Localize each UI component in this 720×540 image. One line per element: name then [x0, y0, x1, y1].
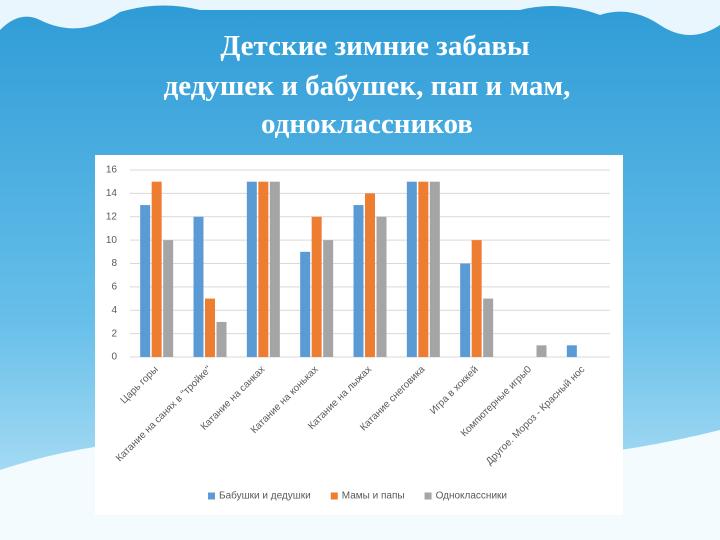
y-tick-label: 8 — [111, 258, 117, 269]
bar — [269, 181, 280, 357]
bar — [483, 298, 494, 357]
legend-label: Бабушки и дедушки — [219, 490, 311, 502]
bar — [246, 181, 257, 357]
bar — [300, 251, 311, 357]
bar — [193, 216, 204, 357]
bar — [216, 321, 227, 357]
y-tick-label: 2 — [111, 328, 117, 339]
bar — [205, 298, 215, 357]
title-line: Детские зимние забавы — [220, 30, 529, 62]
bar — [323, 240, 334, 357]
bar — [163, 240, 174, 357]
legend-swatch — [330, 492, 338, 500]
y-tick-label: 12 — [106, 211, 118, 222]
legend-swatch — [208, 492, 215, 500]
legend-label: Одноклассники — [436, 491, 507, 502]
bar — [536, 345, 547, 357]
bar — [151, 181, 162, 357]
snow-top — [0, 0, 720, 35]
y-tick-label: 14 — [106, 188, 118, 199]
bar — [460, 263, 471, 357]
legend-label: Мамы и папы — [342, 491, 405, 502]
bar — [406, 181, 417, 357]
y-tick-label: 16 — [106, 165, 118, 176]
title-line: одноклассников — [261, 108, 473, 140]
bar — [311, 216, 322, 357]
bar — [140, 205, 151, 357]
legend-swatch — [424, 492, 432, 500]
bar — [429, 181, 440, 357]
bar — [376, 216, 387, 357]
y-tick-label: 0 — [111, 352, 117, 363]
title-line: дедушек и бабушек, пап и мам, — [164, 70, 571, 102]
y-tick-label: 10 — [106, 235, 118, 246]
bar — [258, 181, 269, 357]
bar — [418, 181, 429, 357]
bar — [566, 345, 577, 357]
bar — [471, 240, 482, 357]
bar — [353, 205, 364, 357]
bar — [365, 193, 375, 357]
y-tick-label: 4 — [111, 305, 117, 316]
y-tick-label: 6 — [111, 282, 117, 293]
